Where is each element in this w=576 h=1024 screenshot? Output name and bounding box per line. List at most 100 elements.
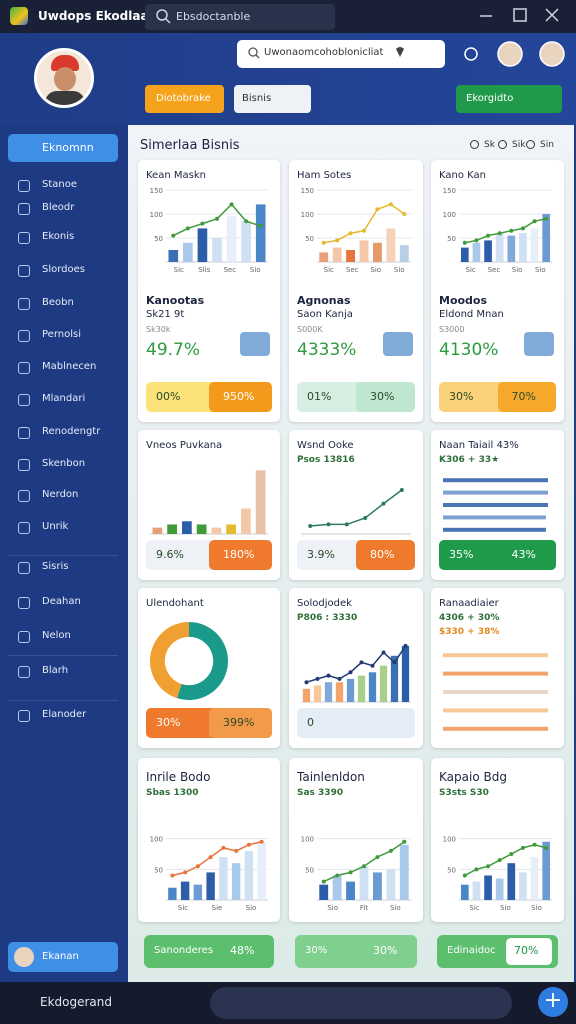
x-tick-label: Sic <box>174 266 184 274</box>
trend-dot <box>486 864 491 869</box>
tool-label[interactable]: Sin <box>540 140 554 150</box>
pill-bar <box>297 708 415 738</box>
h-bar <box>443 671 548 676</box>
card-chart <box>301 643 411 703</box>
bar <box>324 682 333 702</box>
bar <box>255 204 266 262</box>
card-title: Kano Kan <box>439 170 486 181</box>
orange-button[interactable] <box>145 85 224 113</box>
sidebar-item[interactable]: Pernolsi <box>42 329 81 340</box>
x-tick-label: Sio <box>500 904 511 912</box>
sidebar-item[interactable]: Mlandari <box>42 393 86 404</box>
y-tick-label: 150 <box>150 187 163 195</box>
y-tick-label: 150 <box>301 187 314 195</box>
sidebar-item[interactable]: Nerdon <box>42 489 79 500</box>
trend-dot <box>462 873 467 878</box>
sidebar-item[interactable]: Stanoe <box>42 179 78 190</box>
bar <box>319 252 329 262</box>
pill[interactable] <box>497 540 556 570</box>
card-chart <box>443 478 548 532</box>
sidebar-item[interactable]: Ekonis <box>42 231 75 242</box>
pill[interactable] <box>356 540 415 570</box>
card-title: Kapaio Bdg <box>439 770 507 784</box>
x-tick-label: Sio <box>390 904 401 912</box>
sidebar-item[interactable]: Sisris <box>42 561 69 572</box>
trend-dot <box>497 858 502 863</box>
bar <box>530 857 539 900</box>
bar <box>183 242 193 262</box>
sidebar-icon <box>18 597 30 609</box>
sidebar-item[interactable]: Unrik <box>42 521 69 532</box>
x-tick-label: Sio <box>246 904 257 912</box>
h-bar <box>443 726 548 731</box>
sidebar-item[interactable]: Deahan <box>42 596 81 607</box>
trend-dot <box>321 240 326 245</box>
x-tick-label: Sic <box>466 266 476 274</box>
add-button[interactable]: + <box>538 987 568 1017</box>
trend-dot <box>462 240 467 245</box>
bar <box>226 216 237 262</box>
card-title: Vneos Puvkana <box>146 440 223 451</box>
sidebar-divider <box>8 655 118 656</box>
sidebar-item[interactable]: Nelon <box>42 630 71 641</box>
bar <box>357 675 366 702</box>
sidebar-icon <box>18 631 30 643</box>
h-bar <box>443 653 548 658</box>
card: Solodjodek P806 : 3330 0 <box>289 588 423 748</box>
trend-dot <box>221 845 226 850</box>
sidebar-icon <box>18 459 30 471</box>
pill[interactable] <box>356 382 415 412</box>
bar <box>241 508 251 534</box>
green-button[interactable] <box>456 85 562 113</box>
sidebar-item[interactable]: Bleodr <box>42 202 75 213</box>
card: Naan Taiail 43% K306 + 33★ 35% 43% <box>431 430 564 580</box>
pill[interactable] <box>497 382 556 412</box>
trend-dot <box>497 231 502 236</box>
bar <box>211 527 222 534</box>
header-search[interactable] <box>237 40 445 68</box>
sidebar-item[interactable]: Skenbon <box>42 458 86 469</box>
y-tick-label: 50 <box>154 235 163 243</box>
x-tick-label: Sio <box>394 266 405 274</box>
bar <box>484 240 492 262</box>
trend-dot <box>392 660 397 665</box>
profile-avatar[interactable] <box>34 48 94 108</box>
pill-label: 80% <box>370 548 395 561</box>
pill-label: 3.9% <box>307 548 335 561</box>
user-avatar <box>14 947 34 967</box>
bar <box>495 878 504 900</box>
card-chart <box>150 622 228 700</box>
x-tick-label: Sio <box>250 266 261 274</box>
trend-dot <box>362 228 366 233</box>
trend-dot <box>520 845 525 850</box>
tool-label[interactable]: Sik <box>512 140 526 150</box>
trend-dot <box>246 842 251 847</box>
bar <box>386 228 396 262</box>
sidebar-item[interactable]: Renodengtr <box>42 426 101 437</box>
pill[interactable] <box>209 708 272 738</box>
card-subtitle: Sas 3390 <box>297 788 344 798</box>
card-subtitle: Sbas 1300 <box>146 788 199 798</box>
select-button[interactable] <box>234 85 311 113</box>
bar <box>332 247 342 262</box>
tool-label[interactable]: Sk <box>484 140 495 150</box>
window-search[interactable] <box>145 4 335 30</box>
tool-icon <box>526 140 535 149</box>
trend-dot <box>375 207 380 212</box>
sidebar-item[interactable]: Beobn <box>42 297 74 308</box>
sidebar-active-item[interactable] <box>8 134 118 162</box>
pill[interactable] <box>209 382 272 412</box>
bar <box>519 233 527 262</box>
pill[interactable] <box>209 540 272 570</box>
footer-value: 30% <box>373 944 398 957</box>
card-icon <box>383 332 413 356</box>
bar <box>302 688 311 702</box>
taskbar-search[interactable] <box>210 987 512 1019</box>
sidebar-item[interactable]: Elanoder <box>42 709 87 720</box>
trend-dot <box>348 870 353 875</box>
footer-pill-value[interactable] <box>506 938 552 965</box>
sidebar-item[interactable]: Slordoes <box>42 264 86 275</box>
sidebar-item[interactable]: Blarh <box>42 665 69 676</box>
card-detail: Saon Kanja <box>297 309 353 320</box>
sidebar-item[interactable]: Mablnecen <box>42 361 97 372</box>
